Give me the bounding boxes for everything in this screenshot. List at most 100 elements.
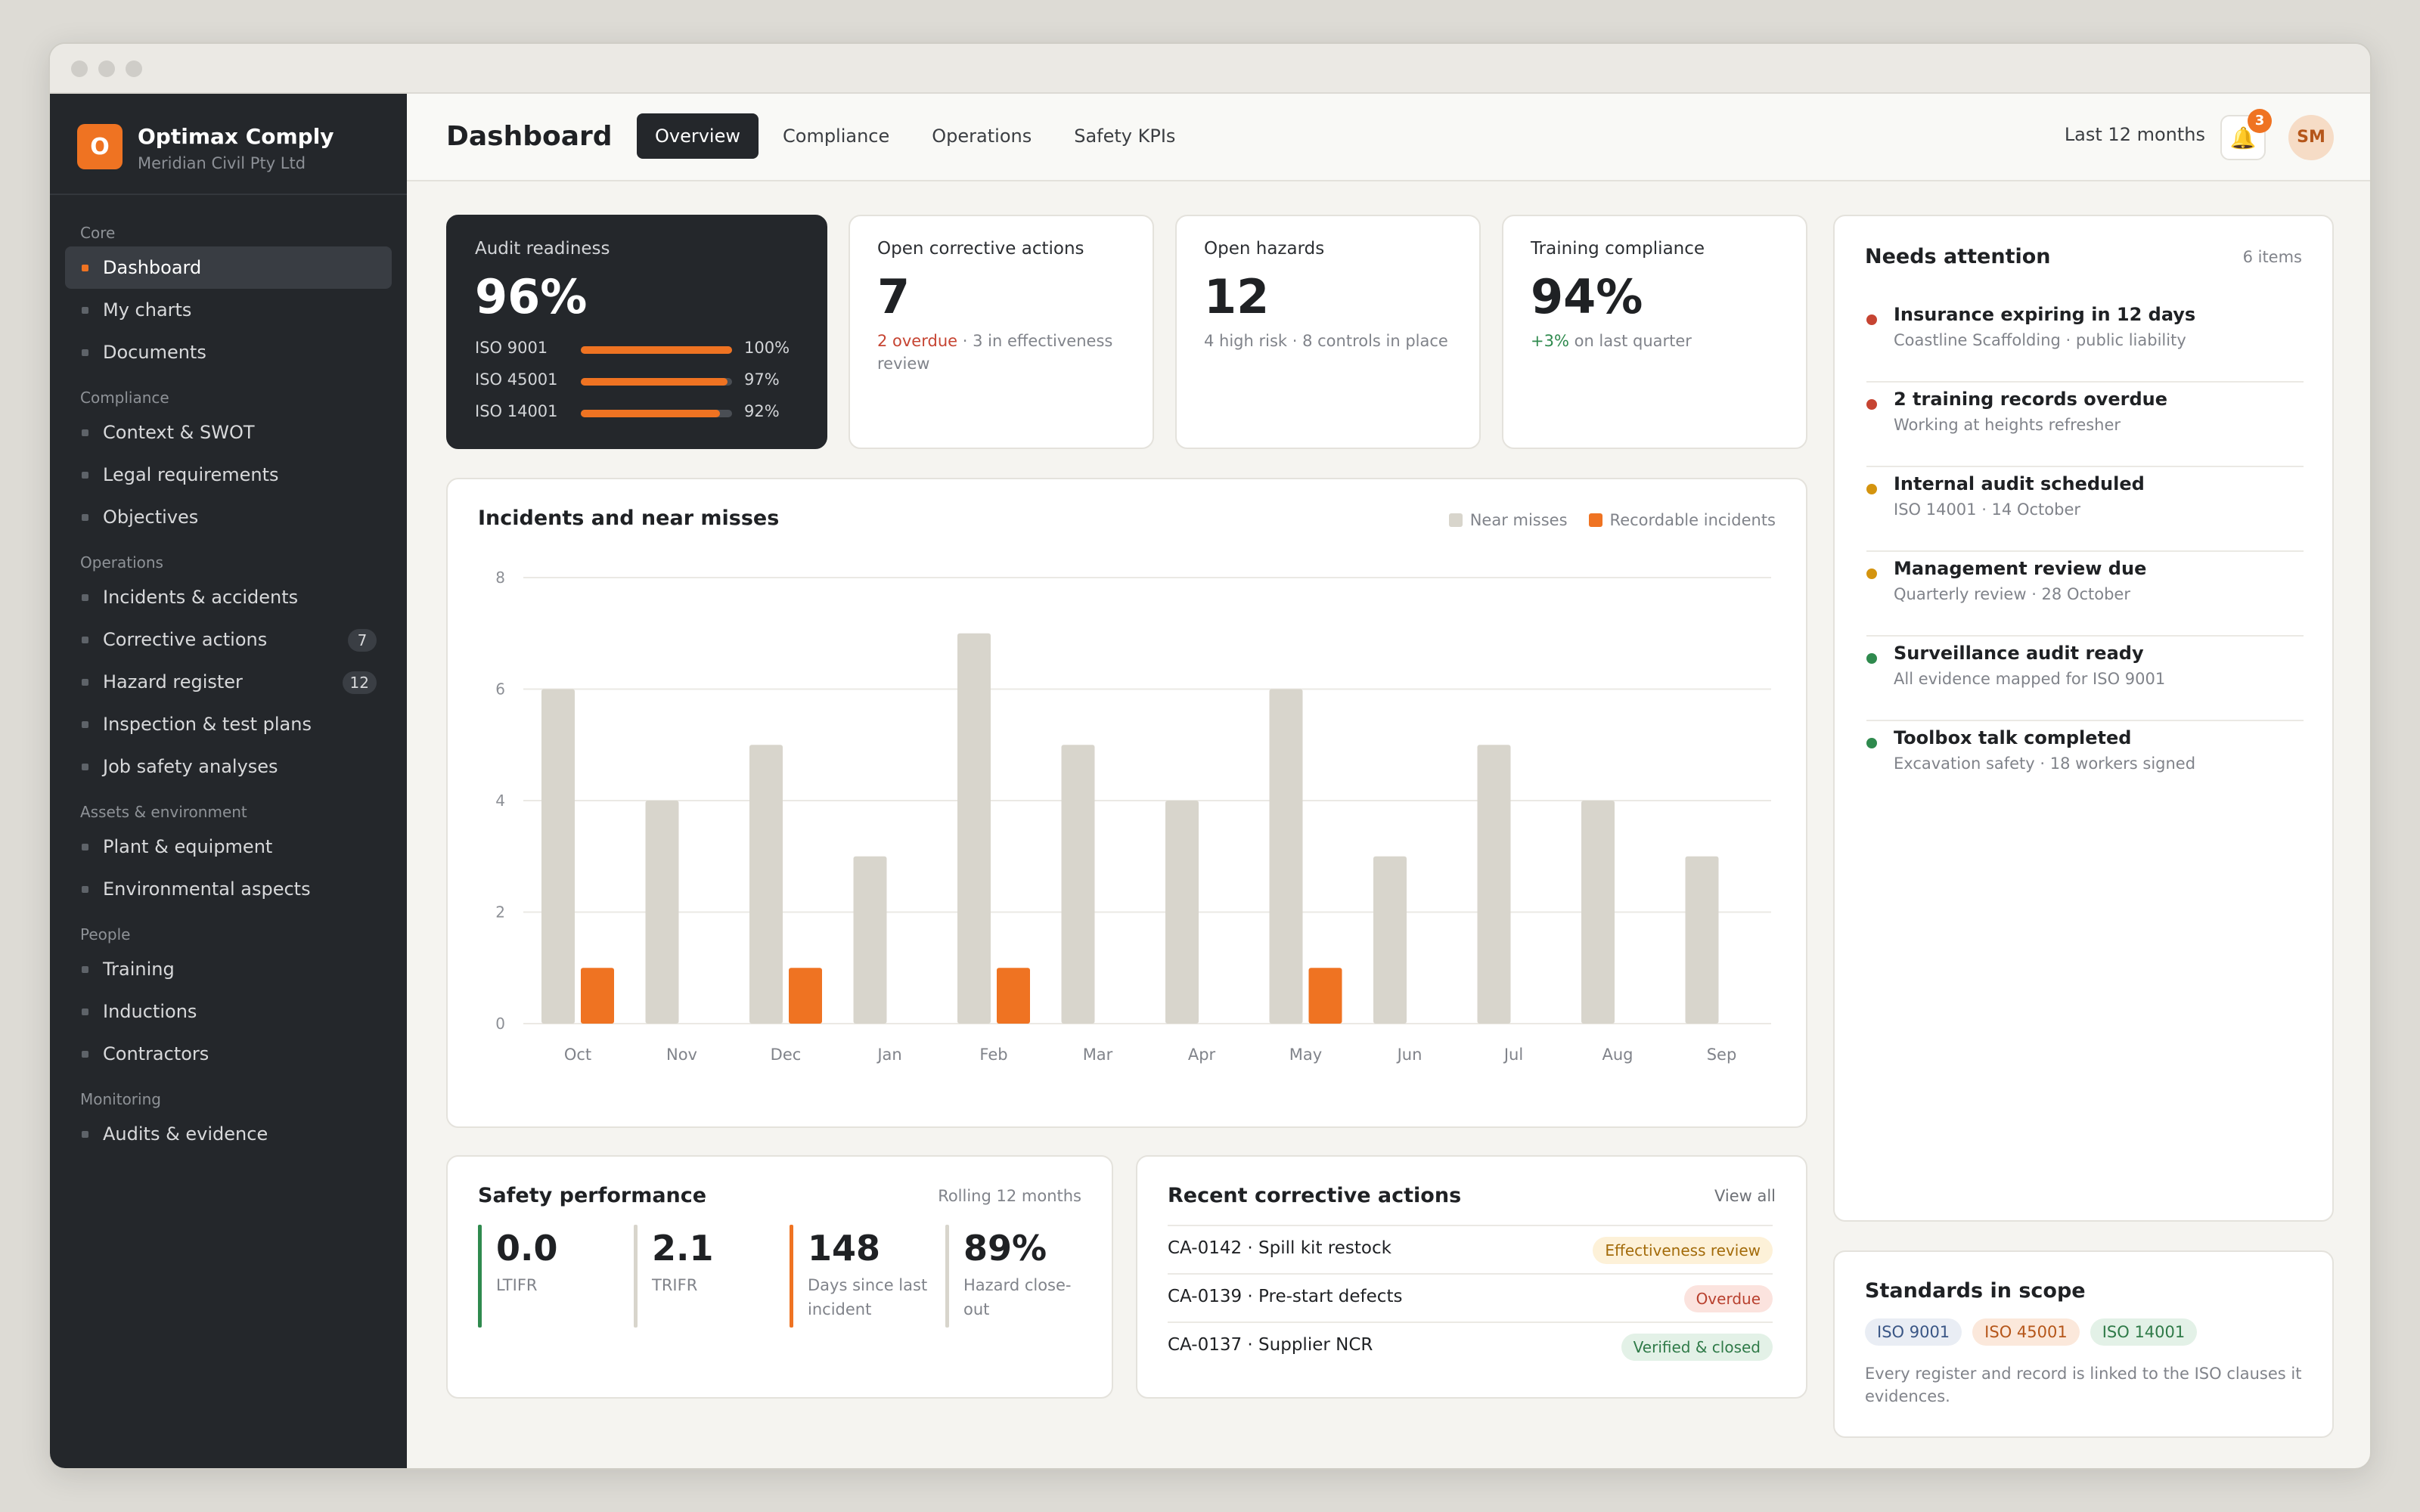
top-bar: Dashboard Overview Compliance Operations… xyxy=(407,94,2370,181)
sidebar-item-legal-requirements[interactable]: Legal requirements xyxy=(65,454,392,496)
sidebar-item-incidents-and-accidents[interactable]: Incidents & accidents xyxy=(65,576,392,618)
sidebar-item-contractors[interactable]: Contractors xyxy=(65,1033,392,1075)
bar-near-misses-sep[interactable] xyxy=(1685,856,1719,1024)
attention-item-detail: Excavation safety · 18 workers signed xyxy=(1894,754,2196,773)
open-hazards-card[interactable]: Open hazards 12 4 high risk · 8 controls… xyxy=(1175,215,1481,449)
bar-near-misses-feb[interactable] xyxy=(957,633,991,1024)
sidebar-item-my-charts[interactable]: My charts xyxy=(65,289,392,331)
open-corrective-actions-card[interactable]: Open corrective actions 7 2 overdue · 3 … xyxy=(849,215,1154,449)
attention-item[interactable]: Surveillance audit ready All evidence map… xyxy=(1866,637,2304,721)
standard-pill-iso-45001[interactable]: ISO 45001 xyxy=(1972,1318,2080,1346)
date-range-selector[interactable]: Last 12 months xyxy=(2064,124,2205,145)
bar-near-misses-jul[interactable] xyxy=(1477,745,1511,1024)
standard-pill-iso-14001[interactable]: ISO 14001 xyxy=(2090,1318,2198,1346)
x-tick-label: Apr xyxy=(1188,1046,1216,1064)
organization-name: Meridian Civil Pty Ltd xyxy=(138,154,306,172)
tab-overview[interactable]: Overview xyxy=(637,113,759,159)
metric-accent-bar xyxy=(790,1225,793,1328)
tab-compliance[interactable]: Compliance xyxy=(783,125,890,147)
attention-item[interactable]: Insurance expiring in 12 days Coastline S… xyxy=(1866,298,2304,383)
open-hazards-value: 12 xyxy=(1204,269,1270,324)
x-tick-label: Jun xyxy=(1396,1046,1423,1064)
attention-item[interactable]: Toolbox talk completed Excavation safety … xyxy=(1866,721,2304,806)
training-compliance-card[interactable]: Training compliance 94% +3% on last quar… xyxy=(1502,215,1807,449)
sidebar-item-training[interactable]: Training xyxy=(65,948,392,990)
nav-section-operations: Operations xyxy=(80,553,163,572)
metric-value: 148 xyxy=(808,1228,881,1269)
x-tick-label: Dec xyxy=(771,1046,802,1064)
sidebar-item-label: Legal requirements xyxy=(103,464,279,485)
sidebar-item-job-safety-analyses[interactable]: Job safety analyses xyxy=(65,745,392,788)
sidebar-item-audits-and-evidence[interactable]: Audits & evidence xyxy=(65,1113,392,1155)
x-tick-label: May xyxy=(1289,1046,1322,1064)
bar-near-misses-mar[interactable] xyxy=(1061,745,1095,1024)
bar-recordable-feb[interactable] xyxy=(997,968,1030,1024)
tab-operations[interactable]: Operations xyxy=(932,125,1032,147)
sidebar-item-corrective-actions[interactable]: Corrective actions 7 xyxy=(65,618,392,661)
sidebar-item-label: Hazard register xyxy=(103,671,243,692)
attention-item-detail: ISO 14001 · 14 October xyxy=(1894,500,2080,519)
sidebar-item-objectives[interactable]: Objectives xyxy=(65,496,392,538)
attention-item[interactable]: Management review due Quarterly review · … xyxy=(1866,552,2304,637)
user-avatar[interactable]: SM xyxy=(2288,115,2334,160)
needs-attention-count: 6 items xyxy=(2242,248,2302,266)
x-tick-label: Nov xyxy=(666,1046,697,1064)
status-dot-icon xyxy=(1866,314,1877,325)
corrective-action-row[interactable]: CA-0137 · Supplier NCR Verified & closed xyxy=(1168,1321,1773,1370)
bullet-icon xyxy=(82,514,88,521)
window-minimize-dot[interactable] xyxy=(98,60,115,77)
sidebar-item-inductions[interactable]: Inductions xyxy=(65,990,392,1033)
brand[interactable]: O Optimax Comply Meridian Civil Pty Ltd xyxy=(77,124,395,175)
app-window: O Optimax Comply Meridian Civil Pty Ltd … xyxy=(48,42,2372,1470)
bar-recordable-oct[interactable] xyxy=(581,968,614,1024)
corrective-action-row[interactable]: CA-0139 · Pre-start defects Overdue xyxy=(1168,1273,1773,1321)
sidebar-divider xyxy=(50,194,407,195)
bar-near-misses-may[interactable] xyxy=(1269,689,1303,1024)
standard-pill-iso-9001[interactable]: ISO 9001 xyxy=(1865,1318,1962,1346)
recent-corrective-actions-card: Recent corrective actions View all CA-01… xyxy=(1136,1155,1807,1399)
iso-standard-name: ISO 9001 xyxy=(475,339,548,357)
sidebar-item-inspection-and-test-plans[interactable]: Inspection & test plans xyxy=(65,703,392,745)
sidebar-item-hazard-register[interactable]: Hazard register 12 xyxy=(65,661,392,703)
audit-readiness-card[interactable]: Audit readiness 96% ISO 9001 100% ISO 4500… xyxy=(446,215,827,449)
notifications-button[interactable]: 🔔 3 xyxy=(2220,109,2272,160)
attention-item-title: Insurance expiring in 12 days xyxy=(1894,304,2196,325)
near-misses-swatch xyxy=(1448,513,1463,527)
y-tick-label: 4 xyxy=(495,792,505,810)
iso-percentage: 92% xyxy=(744,402,780,420)
sidebar-item-label: Inspection & test plans xyxy=(103,714,312,735)
bullet-icon xyxy=(82,721,88,728)
view-all-link[interactable]: View all xyxy=(1714,1187,1776,1205)
sidebar-item-environmental-aspects[interactable]: Environmental aspects xyxy=(65,868,392,910)
bar-near-misses-oct[interactable] xyxy=(541,689,575,1024)
bar-near-misses-dec[interactable] xyxy=(749,745,783,1024)
metric-label: TRIFR xyxy=(652,1276,698,1294)
bar-near-misses-apr[interactable] xyxy=(1165,801,1199,1024)
safety-performance-title: Safety performance xyxy=(478,1184,707,1207)
bar-near-misses-jan[interactable] xyxy=(853,856,887,1024)
corrective-action-row[interactable]: CA-0142 · Spill kit restock Effectiveness… xyxy=(1168,1225,1773,1273)
open-hazards-label: Open hazards xyxy=(1204,239,1325,259)
tab-safety-kpis[interactable]: Safety KPIs xyxy=(1074,125,1176,147)
legend-recordable-incidents[interactable]: Recordable incidents xyxy=(1588,511,1776,529)
sidebar-item-documents[interactable]: Documents xyxy=(65,331,392,373)
attention-item[interactable]: 2 training records overdue Working at hei… xyxy=(1866,383,2304,467)
bar-recordable-may[interactable] xyxy=(1308,968,1342,1024)
window-close-dot[interactable] xyxy=(71,60,88,77)
iso-progress-track xyxy=(581,378,732,386)
sidebar-item-plant-and-equipment[interactable]: Plant & equipment xyxy=(65,826,392,868)
legend-near-misses[interactable]: Near misses xyxy=(1448,511,1568,529)
bar-recordable-dec[interactable] xyxy=(789,968,822,1024)
x-tick-label: Oct xyxy=(564,1046,591,1064)
iso-readiness-row: ISO 14001 92% xyxy=(475,402,808,425)
bar-near-misses-aug[interactable] xyxy=(1581,801,1615,1024)
bar-near-misses-nov[interactable] xyxy=(645,801,679,1024)
nav-section-assets-and-environment: Assets & environment xyxy=(80,803,247,821)
y-tick-label: 6 xyxy=(495,680,505,699)
bar-near-misses-jun[interactable] xyxy=(1373,856,1407,1024)
sidebar-item-dashboard[interactable]: Dashboard xyxy=(65,246,392,289)
attention-item[interactable]: Internal audit scheduled ISO 14001 · 14 O… xyxy=(1866,467,2304,552)
sidebar-item-context-and-swot[interactable]: Context & SWOT xyxy=(65,411,392,454)
window-maximize-dot[interactable] xyxy=(126,60,142,77)
bullet-icon xyxy=(82,429,88,436)
